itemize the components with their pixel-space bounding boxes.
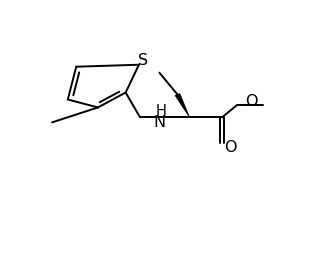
Polygon shape [175,94,189,117]
Text: O: O [245,94,258,109]
Text: H: H [156,104,167,119]
Text: S: S [138,53,148,68]
Text: N: N [153,115,165,130]
Text: O: O [225,140,237,155]
